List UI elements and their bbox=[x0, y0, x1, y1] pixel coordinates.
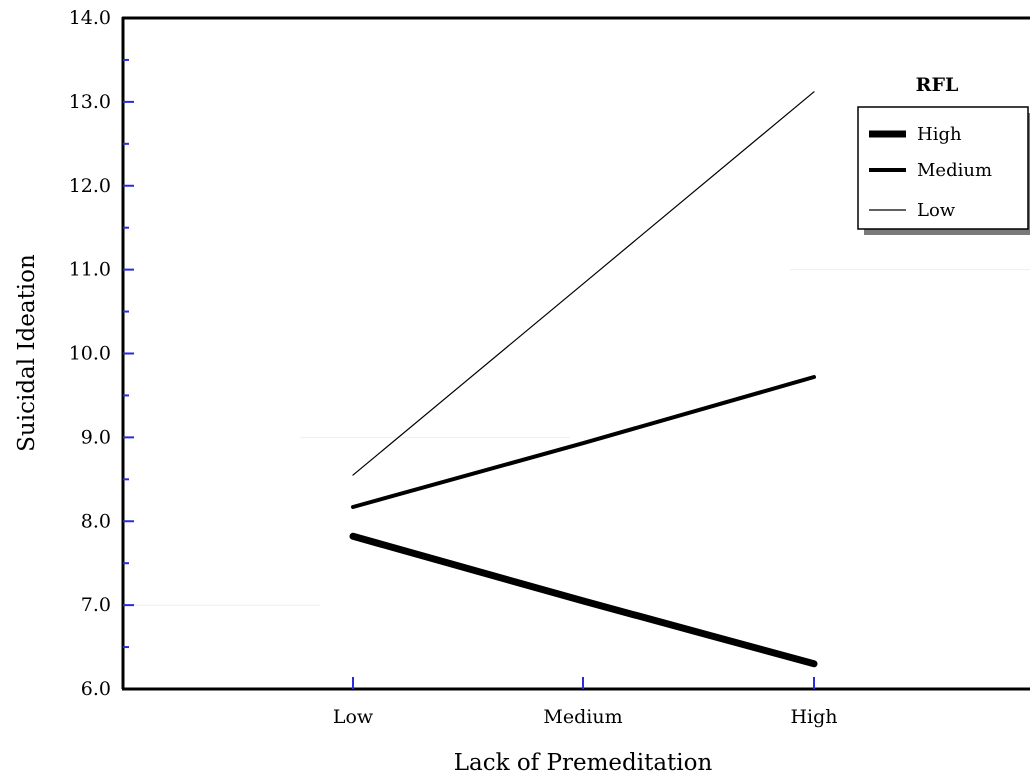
y-tick-label: 13.0 bbox=[69, 91, 111, 113]
x-tick-label: Low bbox=[333, 706, 374, 728]
y-tick-label: 9.0 bbox=[81, 426, 111, 448]
y-tick-label: 11.0 bbox=[69, 259, 111, 281]
y-ticks: 6.0 7.0 8.0 9.0 10.0 11.0 12.0 13.0 14.0 bbox=[69, 7, 134, 700]
x-ticks: Low Medium High bbox=[333, 677, 838, 728]
gridlines bbox=[126, 269, 1030, 606]
y-tick-label: 6.0 bbox=[81, 678, 111, 700]
legend-label-medium: Medium bbox=[917, 160, 992, 181]
x-axis-title: Lack of Premeditation bbox=[454, 750, 713, 776]
series-line-low bbox=[352, 91, 815, 476]
y-tick-label: 14.0 bbox=[69, 7, 111, 29]
y-tick-label: 10.0 bbox=[69, 343, 111, 365]
x-tick-label: Medium bbox=[543, 706, 622, 728]
series-line-medium bbox=[351, 375, 816, 509]
y-axis-title: Suicidal Ideation bbox=[14, 254, 40, 452]
legend-title: RFL bbox=[916, 74, 959, 96]
y-tick-label: 8.0 bbox=[81, 510, 111, 532]
series-line-high bbox=[349, 532, 818, 668]
legend: RFL High Medium Low bbox=[857, 74, 1030, 235]
legend-label-high: High bbox=[917, 124, 962, 145]
x-tick-label: High bbox=[790, 706, 837, 728]
series-lines bbox=[349, 91, 818, 668]
legend-label-low: Low bbox=[917, 200, 956, 221]
y-tick-label: 12.0 bbox=[69, 175, 111, 197]
y-tick-label: 7.0 bbox=[81, 594, 111, 616]
